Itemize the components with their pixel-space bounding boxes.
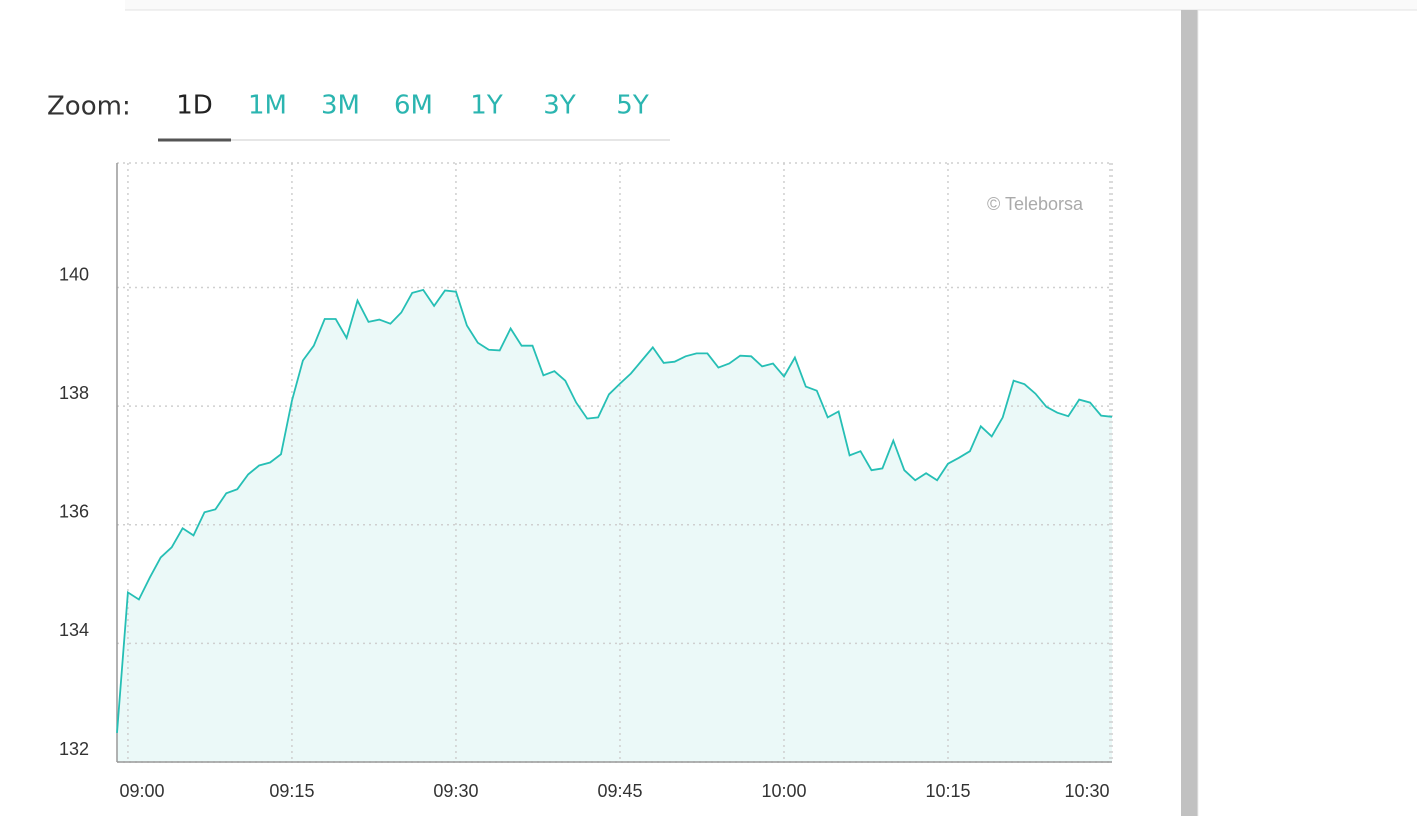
zoom-label: Zoom:	[47, 92, 131, 122]
x-tick-label: 09:00	[119, 781, 164, 801]
zoom-tab[interactable]: 3M	[321, 91, 360, 121]
credit: © Teleborsa	[987, 194, 1084, 214]
y-tick-label: 136	[59, 502, 89, 522]
zoom-tab[interactable]: 1M	[248, 91, 287, 121]
y-tick-label: 134	[59, 620, 89, 640]
y-tick-label: 138	[59, 383, 89, 403]
x-tick-label: 10:30	[1064, 781, 1109, 801]
x-tick-label: 09:45	[597, 781, 642, 801]
x-tick-label: 09:15	[269, 781, 314, 801]
y-tick-label: 140	[59, 264, 89, 284]
x-tick-label: 10:15	[925, 781, 970, 801]
scrollbar	[1181, 10, 1198, 816]
x-tick-label: 09:30	[433, 781, 478, 801]
zoom-tab[interactable]: 1Y	[470, 91, 503, 121]
zoom-tab[interactable]: 6M	[394, 91, 433, 121]
area-fill	[117, 289, 1112, 762]
top-bar	[125, 0, 1417, 10]
zoom-tab[interactable]: 1D	[176, 91, 213, 121]
zoom-tab[interactable]: 3Y	[543, 91, 576, 121]
zoom-tab[interactable]: 5Y	[616, 91, 649, 121]
price-line	[116, 288, 1113, 733]
x-tick-label: 10:00	[761, 781, 806, 801]
y-tick-label: 132	[59, 739, 89, 759]
